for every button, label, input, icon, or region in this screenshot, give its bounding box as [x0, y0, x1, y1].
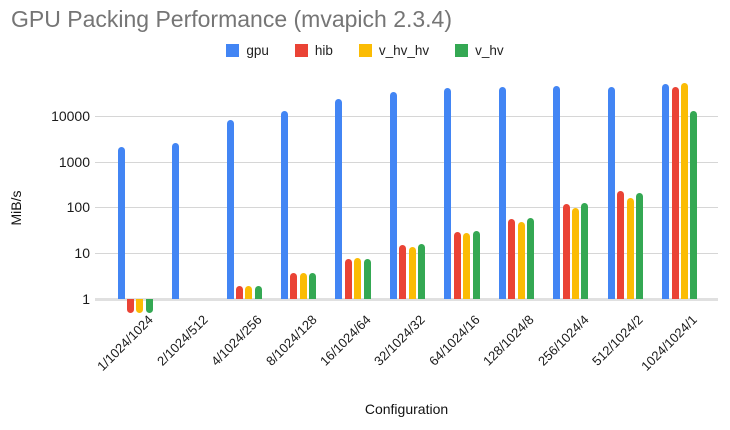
legend-label-gpu: gpu: [246, 43, 269, 58]
x-tick-label-5: 32/1024/32: [371, 312, 429, 369]
bar-hib-2[interactable]: [235, 286, 243, 299]
bar-v_hv-6[interactable]: [472, 230, 480, 299]
x-tick-label-2: 4/1024/256: [208, 312, 265, 369]
x-tick-label-10: 1024/1024/1: [638, 312, 701, 374]
bar-v_hv-4[interactable]: [363, 259, 371, 299]
legend-label-v_hv_hv: v_hv_hv: [378, 43, 430, 58]
bar-gpu-7[interactable]: [498, 87, 506, 299]
legend-item-v_hv[interactable]: v_hv: [455, 43, 504, 58]
x-tick-label-3: 8/1024/128: [262, 312, 320, 369]
x-tick-label-4: 16/1024/64: [317, 312, 374, 369]
bar-gpu-8[interactable]: [553, 85, 561, 299]
bar-v_hv_hv-5[interactable]: [408, 246, 416, 299]
bar-v_hv-3[interactable]: [309, 272, 317, 299]
x-tick-label-6: 64/1024/16: [425, 312, 483, 369]
bar-v_hv_hv-9[interactable]: [626, 198, 634, 299]
chart-title: GPU Packing Performance (mvapich 2.3.4): [11, 6, 453, 32]
bar-hib-6[interactable]: [453, 232, 461, 299]
gridline-10: [95, 253, 718, 255]
y-tick-label-1000: 1000: [58, 153, 90, 170]
legend-label-hib: hib: [314, 43, 333, 58]
bar-hib-5[interactable]: [399, 245, 407, 299]
bar-v_hv_hv-10[interactable]: [680, 83, 688, 299]
bar-hib-8[interactable]: [562, 204, 570, 299]
bar-v_hv-9[interactable]: [635, 193, 643, 299]
bar-gpu-6[interactable]: [444, 88, 452, 299]
bar-hib-7[interactable]: [508, 218, 516, 299]
x-tick-label-7: 128/1024/8: [480, 312, 538, 369]
x-tick-label-9: 512/1024/2: [589, 312, 646, 369]
bar-gpu-4[interactable]: [335, 99, 343, 299]
bar-gpu-10[interactable]: [662, 84, 670, 299]
y-axis-title: MiB/s: [8, 190, 24, 226]
gridline-1000: [95, 161, 718, 163]
bar-gpu-2[interactable]: [226, 120, 234, 299]
bar-v_hv_hv-7[interactable]: [517, 221, 525, 299]
bar-v_hv_hv-4[interactable]: [354, 258, 362, 299]
bar-v_hv_hv-0[interactable]: [136, 299, 144, 313]
y-tick-label-1: 1: [82, 291, 90, 307]
y-tick-label-10000: 10000: [51, 107, 90, 124]
legend-swatch-gpu: [226, 44, 240, 57]
bar-v_hv_hv-6[interactable]: [463, 232, 471, 299]
bar-v_hv-10[interactable]: [690, 110, 698, 299]
bar-v_hv-7[interactable]: [527, 217, 534, 299]
bar-v_hv-5[interactable]: [418, 244, 426, 299]
x-axis-title: Configuration: [364, 401, 449, 417]
legend-item-hib[interactable]: hib: [294, 43, 333, 58]
bar-v_hv-0[interactable]: [145, 299, 153, 313]
legend-swatch-v_hv_hv: [358, 44, 372, 57]
bar-hib-4[interactable]: [344, 259, 352, 299]
bar-gpu-3[interactable]: [280, 111, 288, 299]
bar-gpu-1[interactable]: [172, 142, 180, 299]
bar-hib-0[interactable]: [127, 299, 135, 313]
bar-hib-3[interactable]: [290, 272, 298, 299]
bar-v_hv-8[interactable]: [581, 203, 589, 299]
legend-label-v_hv: v_hv: [475, 43, 504, 58]
bar-gpu-9[interactable]: [607, 86, 615, 299]
bar-v_hv_hv-3[interactable]: [299, 272, 307, 299]
gridline-10000: [95, 115, 718, 117]
x-tick-label-8: 256/1024/4: [534, 312, 592, 369]
y-tick-label-100: 100: [66, 199, 90, 216]
bar-gpu-5[interactable]: [389, 92, 397, 299]
legend-swatch-v_hv: [455, 44, 469, 57]
bar-v_hv_hv-8[interactable]: [572, 208, 580, 299]
x-tick-label-0: 1/1024/1024: [94, 312, 156, 374]
legend: gpu hib v_hv_hv v_hv: [0, 43, 730, 58]
legend-item-gpu[interactable]: gpu: [226, 43, 269, 58]
bar-v_hv_hv-2[interactable]: [245, 286, 253, 299]
bar-hib-9[interactable]: [617, 190, 625, 299]
legend-swatch-hib: [294, 44, 308, 57]
bar-gpu-0[interactable]: [117, 146, 125, 299]
bar-hib-10[interactable]: [671, 87, 679, 299]
x-axis-baseline: [95, 298, 718, 301]
bar-v_hv-2[interactable]: [254, 286, 262, 299]
gridline-100: [95, 207, 718, 209]
legend-item-v_hv_hv[interactable]: v_hv_hv: [358, 43, 430, 58]
x-tick-label-1: 2/1024/512: [153, 312, 211, 369]
y-tick-label-10: 10: [74, 245, 90, 262]
